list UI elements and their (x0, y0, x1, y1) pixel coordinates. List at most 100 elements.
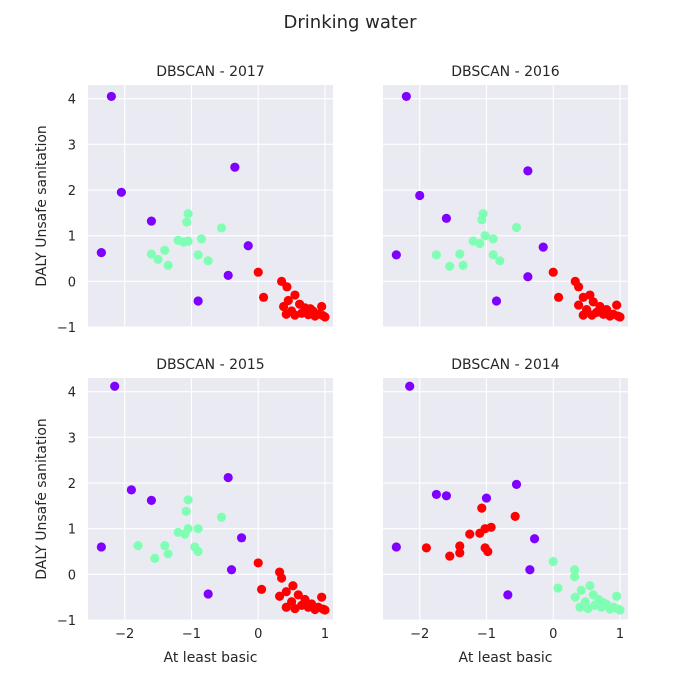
scatter-panel: DBSCAN - 2016 (383, 64, 628, 328)
data-point (615, 312, 625, 322)
y-tick-label: 0 (68, 275, 76, 290)
data-point (223, 472, 233, 483)
data-point (203, 589, 213, 599)
data-point (486, 522, 496, 532)
data-point (569, 565, 580, 575)
x-tick-label: −1 (477, 627, 496, 642)
data-point (431, 489, 442, 500)
data-point (431, 250, 442, 260)
data-point (523, 272, 533, 282)
data-point (274, 591, 285, 601)
data-point (150, 553, 160, 563)
data-point (320, 312, 330, 322)
plot-background (88, 85, 333, 327)
data-point (223, 270, 233, 281)
data-point (445, 261, 455, 271)
data-point (193, 524, 203, 534)
data-point (491, 296, 502, 306)
data-point (253, 558, 263, 568)
data-point (483, 546, 493, 557)
data-point (193, 546, 203, 557)
data-point (477, 503, 487, 513)
data-point (193, 296, 203, 306)
data-point (548, 267, 558, 277)
data-point (523, 166, 533, 176)
data-point (288, 581, 298, 591)
data-point (230, 162, 240, 172)
data-point (585, 581, 595, 591)
data-point (588, 297, 598, 307)
data-point (183, 209, 193, 219)
scatter-panel: −2 −1 0 1 −1 0 1 2 3 4 DBSCAN - 2015 At least basic… (34, 357, 333, 666)
x-tick-label: −2 (115, 627, 134, 642)
y-tick-label: 1 (68, 523, 76, 538)
x-axis-label: At least basic (459, 650, 553, 666)
data-point (525, 565, 535, 575)
y-axis-label: DALY Unsafe sanitation (34, 418, 50, 580)
y-tick-label: 3 (68, 431, 76, 446)
data-point (181, 506, 191, 516)
scatter-panel: −2 −1 0 1 DBSCAN - 2014 At least basic (383, 357, 628, 666)
x-tick-label: 1 (616, 627, 624, 642)
data-point (553, 292, 564, 302)
y-tick-label: 1 (68, 230, 76, 245)
data-point (193, 250, 203, 260)
plot-background (383, 378, 628, 620)
data-point (441, 213, 452, 223)
panel-title: DBSCAN - 2017 (156, 64, 264, 80)
data-point (281, 309, 291, 319)
data-point (511, 479, 522, 489)
data-point (216, 223, 227, 233)
data-point (317, 301, 327, 312)
data-point (596, 305, 606, 316)
data-point (585, 290, 595, 300)
y-tick-label: 4 (68, 93, 76, 108)
data-point (133, 540, 143, 551)
data-point (455, 548, 465, 558)
data-point (163, 549, 173, 559)
data-point (160, 540, 170, 551)
data-point (276, 573, 287, 583)
data-point (538, 242, 548, 252)
data-point (480, 231, 490, 241)
data-point (570, 592, 580, 602)
data-point (196, 234, 207, 244)
plot-background (88, 378, 333, 620)
data-point (278, 301, 289, 312)
data-point (146, 495, 157, 505)
data-point (488, 250, 498, 260)
x-tick-label: 0 (549, 627, 557, 642)
data-point (529, 534, 540, 544)
data-point (320, 605, 330, 615)
panel-title: DBSCAN - 2014 (451, 357, 560, 373)
data-point (465, 529, 475, 539)
data-point (253, 267, 263, 277)
data-point (290, 290, 300, 300)
data-point (226, 565, 237, 575)
data-point (110, 381, 120, 391)
data-point (182, 217, 192, 227)
subplot-grid: −1 0 1 2 3 4 DBSCAN - 2017 DALY Unsafe sanitati… (34, 64, 628, 666)
data-point (236, 533, 247, 543)
data-point (163, 260, 173, 270)
y-tick-label: −1 (57, 614, 76, 629)
data-point (415, 190, 425, 201)
x-tick-label: 1 (321, 627, 329, 642)
data-point (203, 256, 213, 266)
data-point (293, 590, 303, 600)
data-point (445, 551, 455, 561)
data-point (281, 587, 291, 597)
data-point (96, 247, 106, 258)
x-tick-label: −1 (182, 627, 201, 642)
y-tick-label: −1 (57, 321, 76, 336)
data-point (106, 91, 116, 102)
data-point (391, 250, 401, 260)
data-point (575, 602, 585, 612)
data-point (458, 260, 468, 270)
data-point (421, 543, 431, 553)
data-point (573, 282, 584, 292)
y-tick-label: 2 (68, 184, 76, 199)
data-point (481, 493, 492, 503)
data-point (475, 238, 485, 249)
data-point (146, 249, 157, 259)
